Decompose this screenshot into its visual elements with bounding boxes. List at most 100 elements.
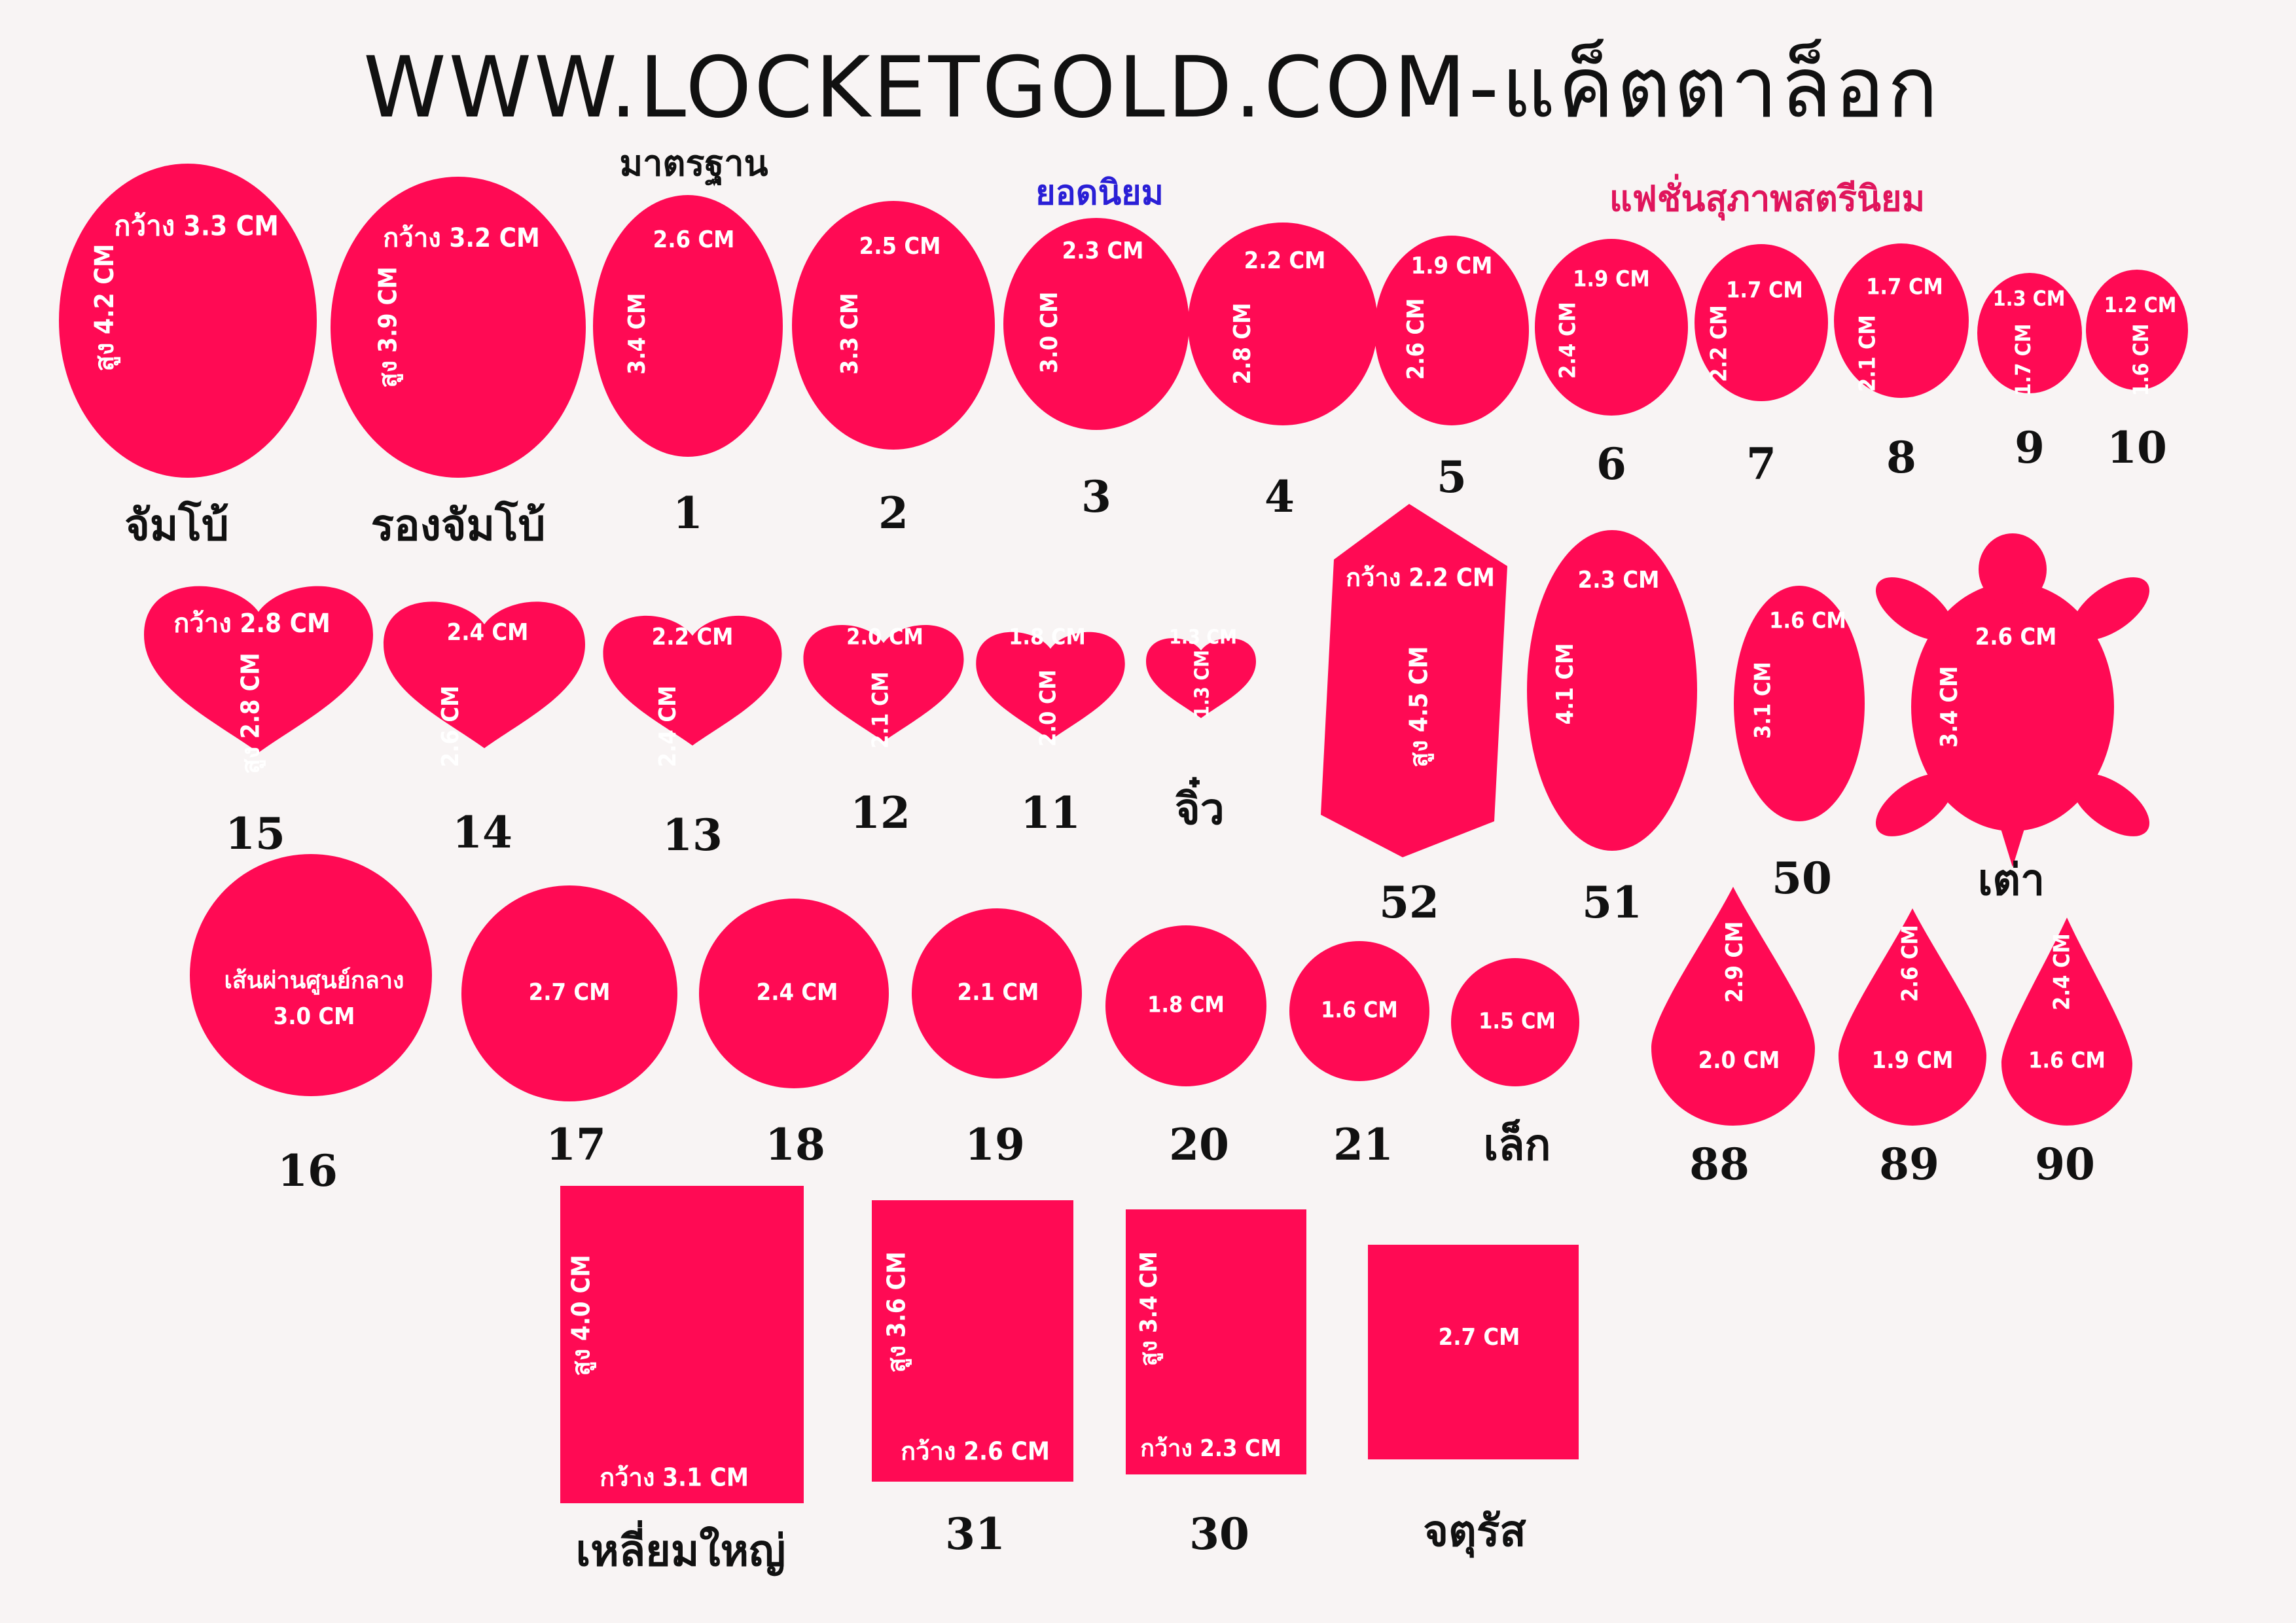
oval-6-width-text: 1.9 CM	[1573, 266, 1650, 293]
heart-12-height-text: 2.1 CM	[868, 671, 894, 749]
hex-52-height-text: สูง 4.5 CM	[1405, 646, 1435, 767]
oval-9-oval-shape	[1977, 273, 2082, 393]
oval-51-label: 51	[1582, 877, 1642, 928]
circle-lek-label: เล็ก	[1484, 1118, 1551, 1170]
oval-10-height-text: 1.6 CM	[2128, 324, 2153, 397]
jumbo-height-text: สูง 4.2 CM	[90, 244, 120, 372]
drop-88-teardrop-shape	[1651, 887, 1815, 1126]
turtle-height-text: 3.4 CM	[1936, 666, 1963, 748]
square-width-text: 2.7 CM	[1439, 1324, 1520, 1351]
hex-52-label: 52	[1379, 877, 1439, 928]
heart-12-label: 12	[850, 787, 910, 838]
circle-20-width-text: 1.8 CM	[1147, 992, 1225, 1018]
heart-13-height-text: 2.4 CM	[655, 686, 681, 768]
heart-jiw-heart-shape	[1146, 638, 1256, 719]
oval-2-height-text: 3.3 CM	[836, 293, 863, 375]
turtle-width-text: 2.6 CM	[1975, 624, 2057, 651]
heart-11-width-text: 1.8 CM	[1009, 624, 1086, 651]
oval-51-width-text: 2.3 CM	[1578, 567, 1660, 594]
circle-19-circle-shape	[912, 908, 1082, 1079]
oval-10-width-text: 1.2 CM	[2104, 293, 2177, 317]
circle-21-width-text: 1.6 CM	[1321, 997, 1398, 1024]
oval-8-oval-shape	[1834, 243, 1969, 398]
drop-89-teardrop-shape	[1839, 908, 1986, 1126]
oval-5-label: 5	[1437, 452, 1467, 503]
turtle-turtle-shape	[1875, 533, 2150, 867]
rect-31-height-text: สูง 3.6 CM	[882, 1251, 912, 1372]
oval-6-oval-shape	[1535, 239, 1688, 416]
oval-2-oval-shape	[792, 201, 995, 450]
oval-7-height-text: 2.2 CM	[1706, 305, 1732, 382]
heart-12-width-text: 2.0 CM	[846, 624, 924, 651]
rect-30-rect-shape	[1126, 1209, 1306, 1474]
oval-4-height-text: 2.8 CM	[1229, 303, 1256, 385]
section-label-fashion: แฟชั่นสุภาพสตรีนิยม	[1609, 173, 1925, 221]
oval-3-width-text: 2.3 CM	[1062, 238, 1144, 264]
drop-89-label: 89	[1879, 1139, 1939, 1190]
circle-21-label: 21	[1333, 1119, 1393, 1170]
heart-14-width-text: 2.4 CM	[447, 619, 529, 646]
hex-52-width-text: กว้าง 2.2 CM	[1346, 563, 1495, 592]
oval-50-oval-shape	[1734, 586, 1865, 821]
oval-7-width-text: 1.7 CM	[1726, 277, 1803, 304]
square-square-shape	[1368, 1245, 1579, 1459]
oval-50-width-text: 1.6 CM	[1769, 608, 1846, 634]
rong-jumbo-height-text: สูง 3.9 CM	[374, 266, 404, 387]
drop-90-height-text: 2.4 CM	[2049, 933, 2075, 1010]
rect-big-rect-shape	[560, 1186, 804, 1503]
drop-89-height-text: 2.6 CM	[1897, 925, 1924, 1002]
drop-88-height-text: 2.9 CM	[1721, 921, 1748, 1003]
section-label-popular: ยอดนิยม	[1035, 173, 1164, 213]
heart-13-heart-shape	[603, 615, 782, 746]
circle-18-label: 18	[765, 1119, 825, 1170]
rect-30-height-text: สูง 3.4 CM	[1136, 1251, 1164, 1366]
oval-9-label: 9	[2015, 422, 2045, 473]
oval-3-label: 3	[1081, 471, 1111, 522]
heart-13-width-text: 2.2 CM	[652, 624, 734, 651]
oval-6-label: 6	[1596, 438, 1626, 490]
circle-16-height-text: 3.0 CM	[274, 1003, 355, 1030]
section-label-standard: มาตรฐาน	[619, 142, 768, 187]
circle-20-circle-shape	[1105, 925, 1266, 1086]
drop-88-width-text: 2.0 CM	[1698, 1047, 1780, 1074]
oval-10-oval-shape	[2086, 270, 2188, 390]
drop-88-label: 88	[1689, 1139, 1749, 1190]
heart-14-label: 14	[452, 807, 512, 858]
rect-30-width-text: กว้าง 2.3 CM	[1140, 1435, 1282, 1462]
hex-52-hexagon-shape	[1321, 504, 1507, 857]
oval-7-oval-shape	[1695, 244, 1828, 401]
heart-14-height-text: 2.6 CM	[437, 686, 464, 768]
oval-1-label: 1	[673, 488, 703, 539]
rect-31-rect-shape	[872, 1200, 1073, 1482]
rect-30-label: 30	[1189, 1508, 1249, 1560]
drop-90-label: 90	[2035, 1139, 2095, 1190]
oval-9-width-text: 1.3 CM	[1993, 286, 2066, 311]
jumbo-label: จัมโบ้	[124, 499, 229, 550]
circle-19-width-text: 2.1 CM	[958, 979, 1039, 1006]
oval-6-height-text: 2.4 CM	[1555, 302, 1581, 379]
rect-31-width-text: กว้าง 2.6 CM	[901, 1437, 1050, 1466]
oval-1-oval-shape	[593, 195, 783, 457]
oval-9-height-text: 1.7 CM	[2011, 324, 2036, 397]
oval-5-oval-shape	[1374, 236, 1529, 425]
oval-8-width-text: 1.7 CM	[1866, 274, 1943, 300]
rect-big-height-text: สูง 4.0 CM	[567, 1255, 597, 1376]
heart-15-heart-shape	[144, 586, 373, 753]
circle-16-circle-shape	[190, 854, 432, 1096]
oval-4-oval-shape	[1188, 223, 1378, 425]
circle-19-label: 19	[965, 1119, 1025, 1170]
oval-3-oval-shape	[1003, 218, 1189, 430]
circle-17-circle-shape	[461, 885, 677, 1101]
circle-18-circle-shape	[699, 899, 889, 1088]
heart-jiw-label: จิ๋ว	[1175, 777, 1225, 834]
oval-51-oval-shape	[1527, 530, 1697, 851]
circle-18-width-text: 2.4 CM	[757, 979, 838, 1006]
heart-11-height-text: 2.0 CM	[1035, 669, 1062, 747]
oval-50-label: 50	[1772, 853, 1832, 904]
rect-31-label: 31	[945, 1508, 1005, 1560]
locket-shapes: กว้าง 3.3 CMสูง 4.2 CM จัมโบ้ กว้าง 3.2 CM…	[59, 164, 2188, 1576]
circle-21-circle-shape	[1289, 941, 1429, 1081]
heart-jiw-width-text: 1.3 CM	[1169, 626, 1237, 649]
circle-17-label: 17	[546, 1119, 606, 1170]
oval-7-label: 7	[1746, 438, 1776, 490]
